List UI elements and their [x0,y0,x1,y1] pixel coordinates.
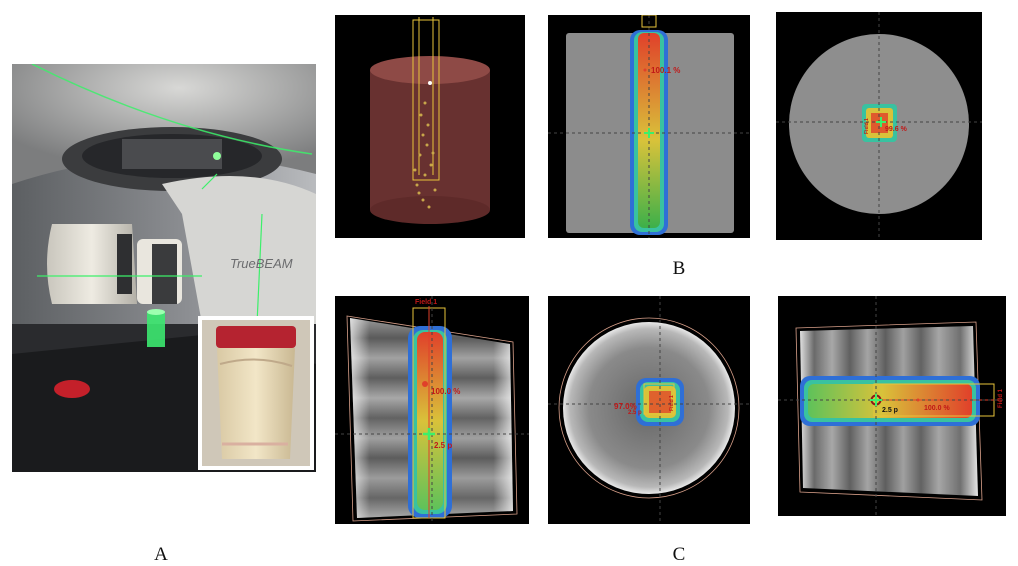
field-label: Field 1 [864,118,870,134]
dose-label: 100.0 % [431,387,460,396]
inset-phantom-photo [198,316,314,470]
ct-view-axial: 97.0% 2.5 p Field 1 [548,296,750,524]
panel-label-a: A [154,544,168,565]
field-label: Field 1 [415,299,437,306]
dose-label: 100.1 % [651,66,680,75]
plan-view-axial: 99.6 % Field 1 [776,12,982,240]
render-3d-phantom [335,15,525,238]
dose-label: 100.0 % [924,405,950,412]
panel-label-b: B [672,258,686,279]
ct-view-coronal: 2.5 p 100.0 % Field 1 [778,296,1006,516]
dose-label: 97.0% [614,402,637,411]
machine-brand-text: TrueBEAM [230,256,293,271]
field-label: Field 1 [998,388,1004,408]
point-label: 2.5 p [434,441,452,450]
ct-view-sagittal: Field 1 100.0 % 2.5 p [335,296,529,524]
dose-label: 99.6 % [885,126,908,133]
photo-linac-setup: TrueBEAM [12,64,316,472]
point-label: 2.5 p [882,407,898,414]
plan-view-sagittal: 100.1 % [548,15,750,238]
panel-label-c: C [672,544,686,565]
field-label: Field 1 [669,395,675,411]
point-label: 2.5 p [628,410,642,416]
